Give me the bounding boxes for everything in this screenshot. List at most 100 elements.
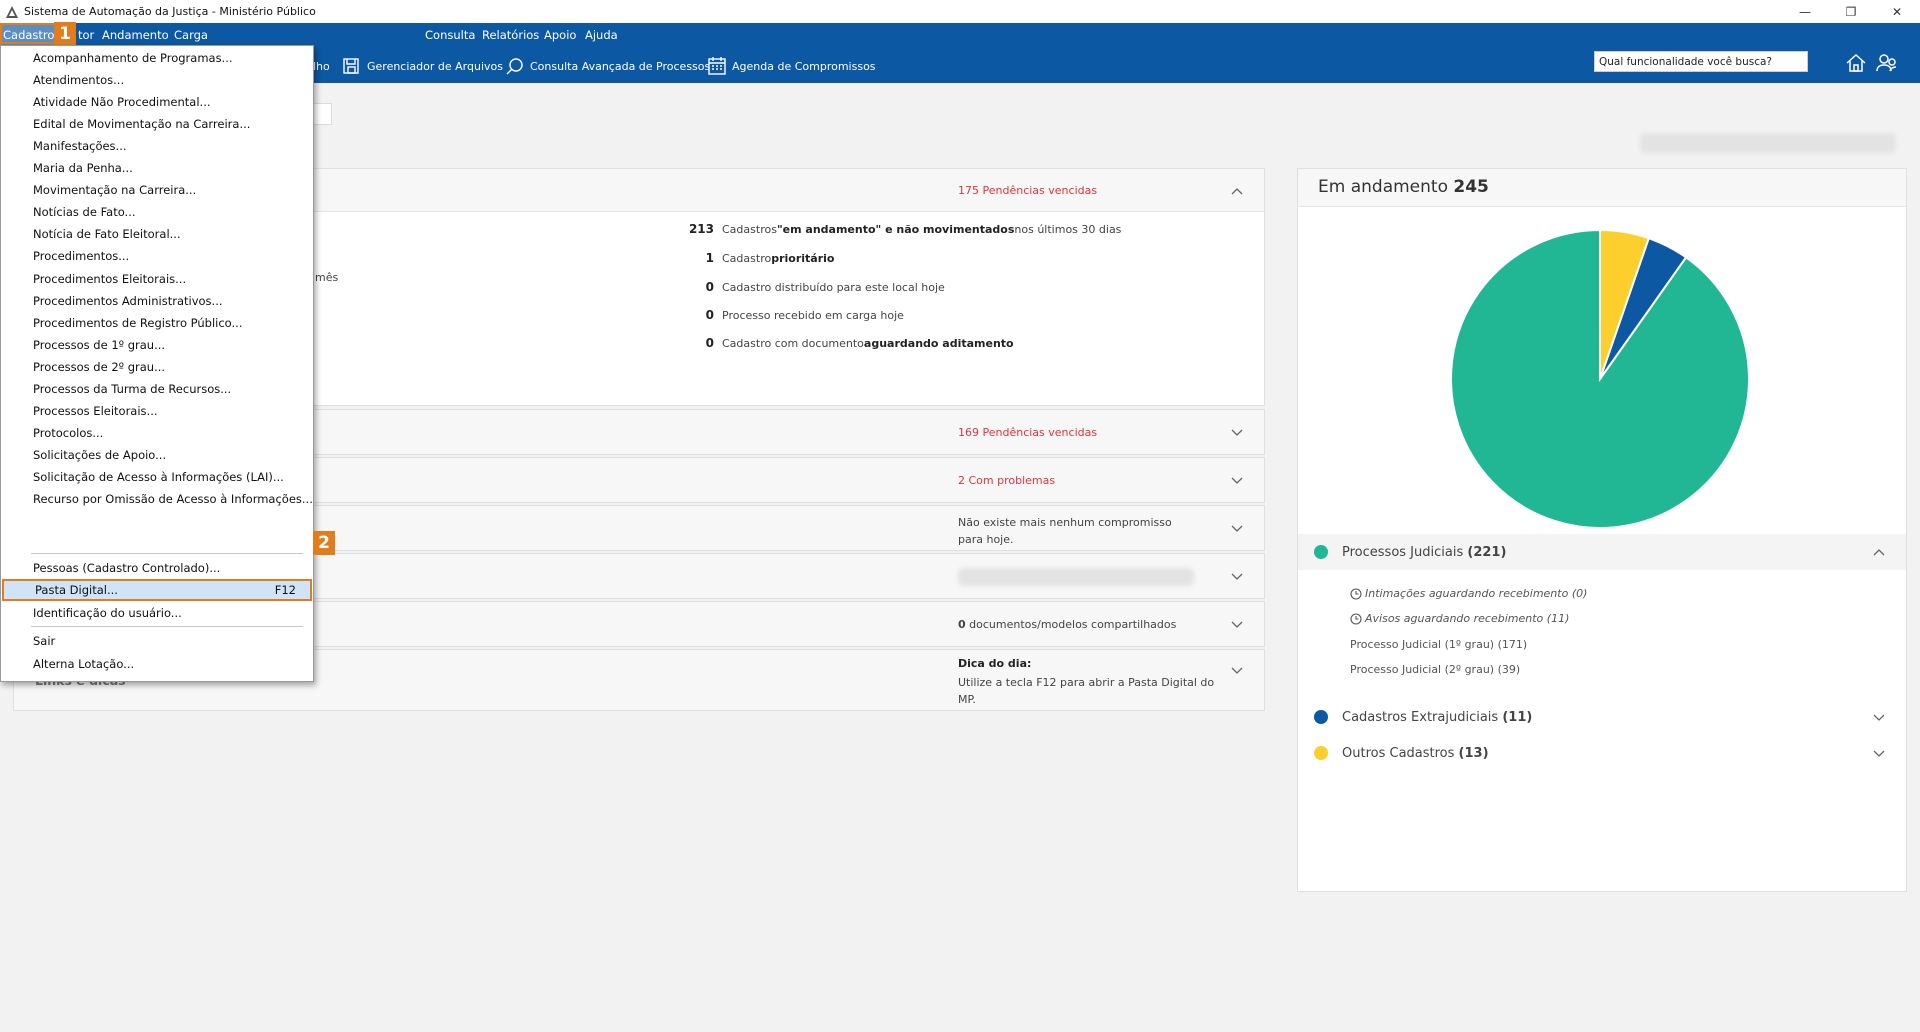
toolbar-partial-item[interactable]: lho	[313, 51, 330, 81]
advanced-search-label: Consulta Avançada de Processos	[530, 59, 711, 73]
legend-processos-judiciais[interactable]: Processos Judiciais (221)	[1298, 534, 1906, 570]
menu-item-label: Protocolos...	[33, 425, 104, 440]
clock-icon	[1350, 612, 1362, 625]
annotation-badge-2: 2	[313, 531, 335, 555]
menu-item-pasta-digital[interactable]: Pasta Digital... F12	[2, 578, 312, 601]
user-profile-icon[interactable]	[1875, 51, 1899, 75]
chevron-down-icon[interactable]	[1230, 663, 1244, 677]
sub-item-label: Avisos aguardando recebimento (11)	[1365, 612, 1570, 625]
menu-item-recurso-por-omissão-de-acesso-à-informações[interactable]: Recurso por Omissão de Acesso à Informaç…	[2, 488, 313, 510]
sub-item-avisos[interactable]: Avisos aguardando recebimento (11)	[1350, 612, 1569, 625]
chevron-down-icon[interactable]	[1230, 473, 1244, 487]
app-header: Cadastro tor Andamento Carga Consulta Re…	[0, 23, 1920, 83]
menu-item-atividade-não-procedimental[interactable]: Atividade Não Procedimental...	[2, 91, 312, 113]
menu-item-atendimentos[interactable]: Atendimentos...	[2, 69, 312, 91]
menu-item-label: Pessoas (Cadastro Controlado)...	[33, 561, 221, 575]
menu-item-label: Pasta Digital...	[35, 582, 118, 597]
menu-item-notícias-de-fato[interactable]: Notícias de Fato...	[2, 201, 312, 223]
summary-row[interactable]: 0 Cadastro com documento aguardando adit…	[674, 336, 1014, 350]
menu-item-protocolos[interactable]: Protocolos...	[2, 422, 312, 444]
menu-partial[interactable]: tor	[78, 28, 95, 42]
summary-row[interactable]: 1 Cadastro prioritário	[674, 251, 835, 265]
feature-search-input[interactable]	[1594, 51, 1808, 72]
advanced-search-button[interactable]: Consulta Avançada de Processos	[505, 51, 710, 81]
menu-separator	[31, 626, 303, 627]
legend-dot-yellow	[1314, 746, 1328, 760]
card-title: Em andamento	[1318, 177, 1448, 197]
home-icon[interactable]	[1844, 51, 1868, 75]
file-manager-button[interactable]: Gerenciador de Arquivos	[342, 51, 503, 81]
sub-item-label: Processo Judicial (2º grau) (39)	[1350, 663, 1521, 676]
chevron-down-icon[interactable]	[1230, 521, 1244, 535]
menu-item-processos-eleitorais[interactable]: Processos Eleitorais...	[2, 400, 312, 422]
chevron-down-icon[interactable]	[1872, 746, 1886, 760]
menu-item-procedimentos-de-registro-público[interactable]: Procedimentos de Registro Público...	[2, 312, 312, 334]
menu-item-procedimentos-eleitorais[interactable]: Procedimentos Eleitorais...	[2, 268, 312, 290]
menu-item-label: Alterna Lotação...	[33, 656, 135, 671]
menu-item-procedimentos-administrativos[interactable]: Procedimentos Administrativos...	[2, 290, 312, 312]
menu-item-edital-de-movimentação-na-carreira[interactable]: Edital de Movimentação na Carreira...	[2, 113, 312, 135]
cadastro-dropdown-menu: Acompanhamento de Programas... Atendiment…	[0, 45, 314, 682]
menu-item-label: Movimentação na Carreira...	[33, 183, 197, 198]
chevron-down-icon[interactable]	[1872, 710, 1886, 724]
menu-item-pessoas-cadastro-controlado[interactable]: Pessoas (Cadastro Controlado)...	[2, 557, 312, 579]
chevron-up-icon[interactable]	[1872, 545, 1886, 559]
restore-button[interactable]: ❐	[1845, 4, 1857, 19]
shared-docs-count: 0	[958, 618, 966, 631]
menu-relatorios[interactable]: Relatórios	[482, 28, 540, 42]
legend-label: Processos Judiciais	[1342, 544, 1464, 560]
app-logo-icon	[6, 5, 18, 18]
legend-count: (221)	[1467, 544, 1507, 560]
summary-row[interactable]: 213 Cadastros "em andamento" e não movim…	[674, 222, 1121, 236]
blurred-status	[958, 568, 1194, 586]
legend-label: Outros Cadastros	[1342, 745, 1455, 761]
sub-item-2grau[interactable]: Processo Judicial (2º grau) (39)	[1350, 663, 1520, 676]
menu-item-manifestações[interactable]: Manifestações...	[2, 135, 312, 157]
legend-outros-cadastros[interactable]: Outros Cadastros (13)	[1298, 735, 1906, 771]
chevron-down-icon[interactable]	[1230, 425, 1244, 439]
menu-item-notícia-de-fato-eleitoral[interactable]: Notícia de Fato Eleitoral...	[2, 223, 312, 245]
menu-item-label: Procedimentos de Registro Público...	[33, 315, 243, 330]
menu-item-solicitação-de-acesso-à-informações-lai[interactable]: Solicitação de Acesso à Informações (LAI…	[2, 466, 312, 488]
menu-item-label: Acompanhamento de Programas...	[33, 51, 233, 65]
menu-item-sair[interactable]: Sair	[2, 630, 312, 652]
summary-row[interactable]: 0 Processo recebido em carga hoje	[674, 308, 904, 322]
menu-item-solicitações-de-apoio[interactable]: Solicitações de Apoio...	[2, 444, 312, 466]
menu-item-maria-da-penha[interactable]: Maria da Penha...	[2, 157, 312, 179]
panel-status: Não existe mais nenhum compromisso para …	[958, 516, 1172, 546]
menu-item-processos-de-2-grau[interactable]: Processos de 2º grau...	[2, 356, 312, 378]
menu-carga[interactable]: Carga	[174, 28, 208, 42]
pie-slice-processos-judiciais[interactable]	[1450, 229, 1750, 529]
pie-slice-outros-cadastros[interactable]	[1599, 229, 1651, 380]
menu-item-processos-de-1-grau[interactable]: Processos de 1º grau...	[2, 334, 312, 356]
menu-item-processos-da-turma-de-recursos[interactable]: Processos da Turma de Recursos...	[2, 378, 312, 400]
close-button[interactable]: ✕	[1891, 4, 1903, 19]
legend-cadastros-extrajudiciais[interactable]: Cadastros Extrajudiciais (11)	[1298, 699, 1906, 735]
calendar-label: Agenda de Compromissos	[732, 59, 876, 73]
menu-apoio[interactable]: Apoio	[544, 28, 577, 42]
sub-item-intimacoes[interactable]: Intimações aguardando recebimento (0)	[1350, 587, 1587, 600]
legend-count: (13)	[1458, 745, 1489, 761]
menu-item-label: Notícia de Fato Eleitoral...	[33, 227, 181, 242]
calendar-icon	[708, 57, 726, 75]
chevron-down-icon[interactable]	[1230, 617, 1244, 631]
calendar-button[interactable]: Agenda de Compromissos	[707, 51, 876, 81]
menu-item-procedimentos[interactable]: Procedimentos...	[2, 245, 312, 267]
menu-item-label: Solicitações de Apoio...	[33, 447, 167, 462]
menu-cadastro[interactable]: Cadastro	[0, 25, 58, 45]
menu-item-movimentação-na-carreira[interactable]: Movimentação na Carreira...	[2, 179, 312, 201]
menu-consulta[interactable]: Consulta	[425, 28, 476, 42]
menu-andamento[interactable]: Andamento	[102, 28, 169, 42]
chevron-up-icon[interactable]	[1230, 184, 1244, 198]
menu-ajuda[interactable]: Ajuda	[585, 28, 618, 42]
summary-text-post: nos últimos 30 dias	[1014, 223, 1122, 236]
menu-item-acompanhamento-de-programas[interactable]: Acompanhamento de Programas...	[2, 47, 312, 69]
summary-row[interactable]: 0 Cadastro distribuído para este local h…	[674, 280, 945, 294]
menu-item-identificação-do-usuário[interactable]: Identificação do usuário...	[2, 602, 312, 624]
chevron-down-icon[interactable]	[1230, 569, 1244, 583]
minimize-button[interactable]: —	[1799, 4, 1811, 19]
toolbar-partial-label: lho	[313, 59, 330, 73]
blurred-info	[1640, 133, 1896, 153]
sub-item-1grau[interactable]: Processo Judicial (1º grau) (171)	[1350, 638, 1527, 651]
menu-item-alterna-lotação[interactable]: Alterna Lotação...	[2, 653, 312, 675]
